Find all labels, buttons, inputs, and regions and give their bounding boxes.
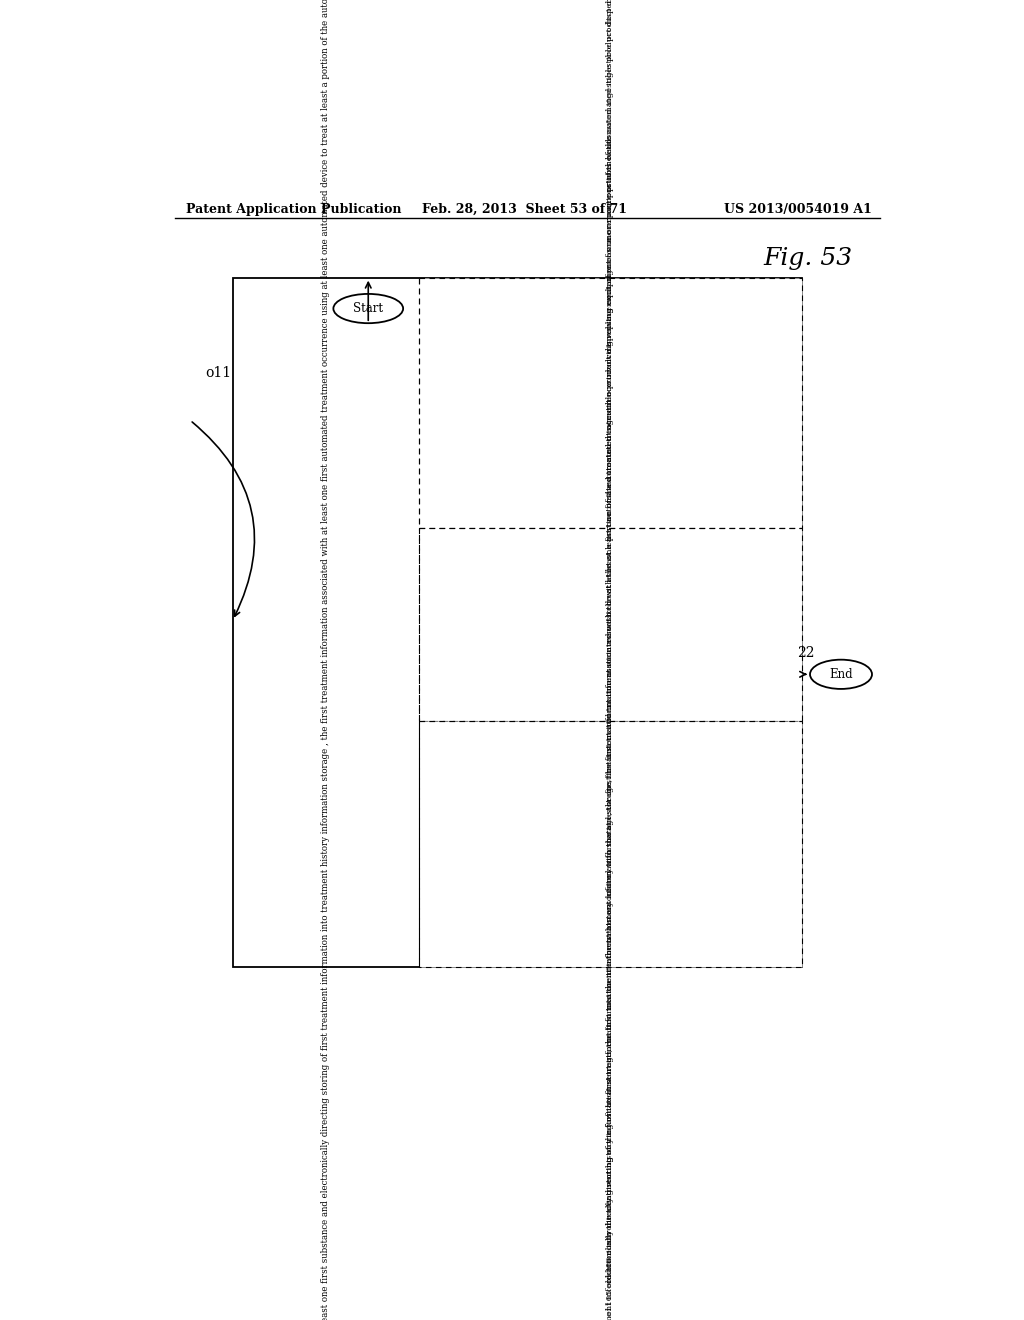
Text: o1165 electronically directing storing of the first treatment information into t: o1165 electronically directing storing o… [606,0,614,1316]
Text: US 2013/0054019 A1: US 2013/0054019 A1 [724,203,872,216]
Text: 22: 22 [798,647,815,660]
Text: o1166 electronically directing storing of the first treatment information into t: o1166 electronically directing storing o… [606,0,614,1283]
Text: o11: o11 [206,367,231,380]
FancyArrowPatch shape [193,422,255,616]
Bar [419,721,802,966]
Text: Fig. 53: Fig. 53 [764,247,853,271]
Ellipse shape [334,294,403,323]
Bar [232,277,802,966]
Text: End: End [829,668,853,681]
Text: Feb. 28, 2013  Sheet 53 of 71: Feb. 28, 2013 Sheet 53 of 71 [422,203,628,216]
Ellipse shape [810,660,872,689]
Bar [419,528,802,721]
Bar [419,277,802,528]
Text: Start: Start [353,302,383,315]
Text: electronically directing storing of first operation information into operation h: electronically directing storing of firs… [322,0,330,1320]
Text: o1164 electronically directing storing of the first treatment information into t: o1164 electronically directing storing o… [606,135,614,1320]
Text: Patent Application Publication: Patent Application Publication [186,203,401,216]
